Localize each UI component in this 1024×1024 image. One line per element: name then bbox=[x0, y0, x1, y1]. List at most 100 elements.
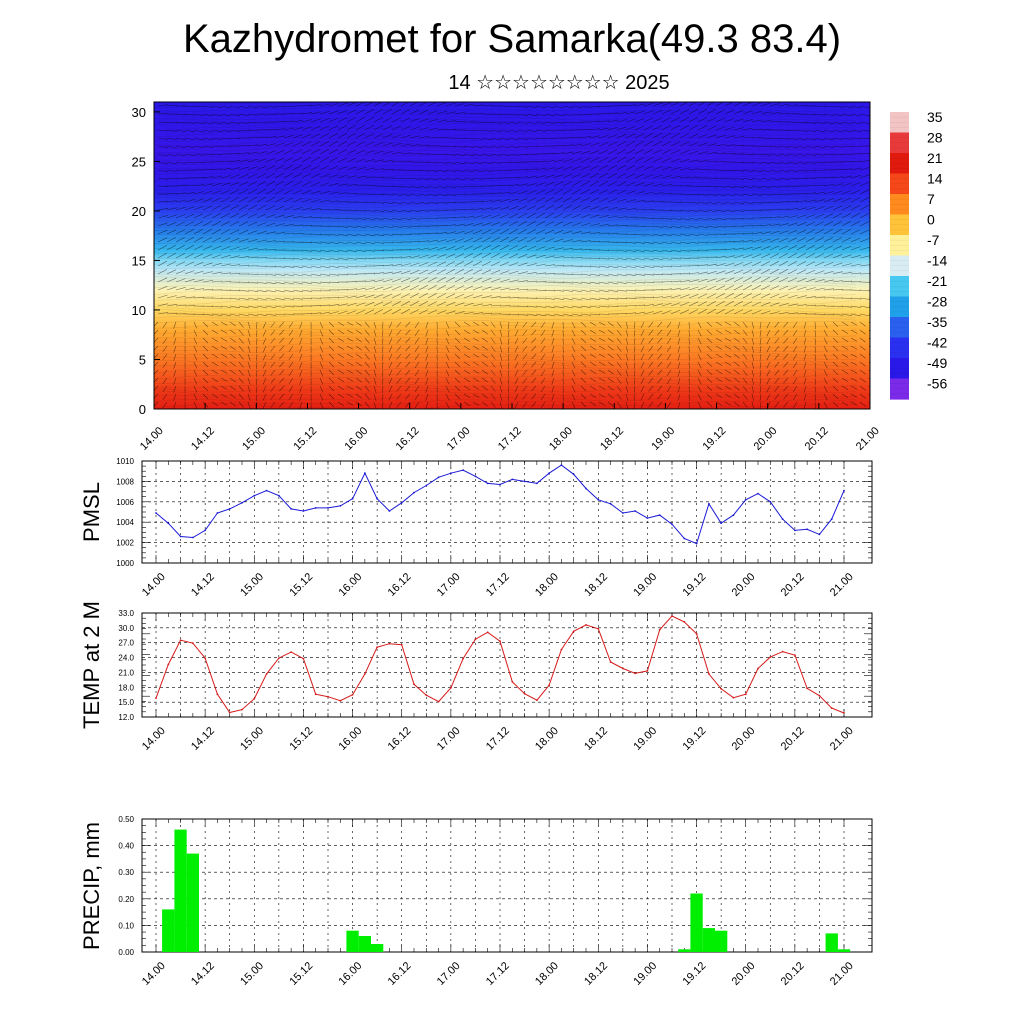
temperature-field bbox=[154, 102, 870, 409]
precip-bar bbox=[186, 853, 199, 952]
data-point bbox=[744, 498, 747, 501]
y-tick-label: 18.0 bbox=[118, 683, 134, 692]
x-tick-label: 17.12 bbox=[484, 571, 512, 599]
y-tick-label: 15.0 bbox=[118, 698, 134, 707]
x-tick-label: 16.00 bbox=[342, 425, 370, 453]
data-point bbox=[462, 469, 464, 472]
data-point bbox=[228, 508, 231, 510]
data-point bbox=[388, 642, 391, 645]
data-point bbox=[781, 650, 784, 653]
data-point bbox=[671, 523, 673, 526]
colorbar-label: 21 bbox=[927, 150, 943, 166]
data-point bbox=[376, 497, 378, 500]
y-tick-label: 0.40 bbox=[118, 842, 134, 851]
x-tick-label: 14.12 bbox=[189, 425, 217, 453]
data-point bbox=[437, 476, 440, 479]
y-tick-label: 0.00 bbox=[118, 948, 134, 957]
data-point bbox=[265, 489, 268, 492]
colorbar-label: 0 bbox=[927, 212, 935, 228]
data-point bbox=[413, 491, 415, 494]
precip-bar bbox=[825, 933, 838, 952]
colorbar-swatch bbox=[890, 235, 909, 257]
x-tick-label: 18.00 bbox=[547, 425, 575, 453]
data-point bbox=[658, 514, 661, 516]
data-point bbox=[523, 692, 526, 695]
data-point bbox=[376, 646, 378, 649]
data-point bbox=[548, 472, 550, 475]
data-point bbox=[155, 697, 157, 700]
wind-barbs bbox=[154, 102, 870, 409]
data-point bbox=[806, 528, 808, 531]
data-point bbox=[634, 510, 636, 512]
data-point bbox=[351, 497, 354, 500]
data-point bbox=[609, 502, 612, 505]
y-tick-label: 1008 bbox=[116, 477, 134, 486]
data-point bbox=[818, 694, 821, 697]
data-point bbox=[450, 686, 452, 689]
data-point bbox=[511, 478, 514, 481]
date-month: ☆☆☆☆☆☆☆☆ bbox=[476, 72, 620, 94]
contour-lines bbox=[154, 102, 857, 409]
data-point bbox=[548, 684, 550, 687]
data-point bbox=[708, 502, 710, 505]
x-tick-label: 17.00 bbox=[435, 725, 463, 753]
precip-bar bbox=[837, 949, 851, 952]
data-point bbox=[781, 518, 784, 520]
colorbar-swatch bbox=[890, 112, 909, 134]
colorbar-label: -21 bbox=[927, 273, 947, 289]
x-tick-label: 21.00 bbox=[828, 571, 856, 599]
data-point bbox=[597, 498, 600, 501]
x-tick-label: 15.12 bbox=[287, 571, 315, 599]
x-tick-label: 20.00 bbox=[730, 960, 758, 988]
x-tick-label: 20.12 bbox=[779, 571, 807, 599]
colorbar-label: -7 bbox=[927, 232, 940, 248]
data-point bbox=[843, 489, 845, 492]
temp-panel: 12.0 15.0 18.0 21.0 24.0 27.0 30.0 33.0 14.00 14.… bbox=[79, 601, 873, 753]
date-day: 14 bbox=[448, 72, 471, 94]
data-point bbox=[388, 510, 391, 512]
x-tick-label: 14.12 bbox=[189, 571, 217, 599]
data-point bbox=[818, 533, 821, 536]
plot-frame bbox=[141, 460, 873, 564]
x-tick-label: 19.00 bbox=[631, 960, 659, 988]
data-point bbox=[720, 522, 722, 525]
data-point bbox=[302, 510, 305, 512]
y-tick-label: 10 bbox=[132, 303, 146, 318]
precip-bar bbox=[678, 949, 691, 952]
data-point bbox=[511, 680, 514, 683]
x-tick-label: 16.00 bbox=[336, 571, 364, 599]
data-point bbox=[830, 518, 833, 520]
data-point bbox=[192, 642, 194, 645]
x-tick-label: 16.12 bbox=[386, 960, 414, 988]
x-tick-label: 15.00 bbox=[240, 425, 268, 453]
data-point bbox=[204, 529, 207, 532]
data-point bbox=[572, 473, 575, 476]
data-point bbox=[646, 670, 649, 672]
data-point bbox=[499, 640, 501, 643]
colorbar-swatch bbox=[890, 153, 909, 175]
data-point bbox=[622, 667, 624, 670]
data-point bbox=[658, 628, 661, 631]
data-point bbox=[757, 492, 759, 495]
x-tick-label: 17.00 bbox=[435, 571, 463, 599]
x-tick-label: 19.00 bbox=[631, 571, 659, 599]
y-tick-label: 1004 bbox=[116, 518, 134, 527]
y-tick-label: 1010 bbox=[116, 457, 134, 466]
data-point bbox=[400, 501, 403, 504]
data-point bbox=[179, 639, 182, 642]
data-point bbox=[253, 697, 256, 700]
data-point bbox=[302, 657, 305, 660]
y-tick-label: 30.0 bbox=[118, 624, 134, 633]
colorbar-label: -42 bbox=[927, 335, 947, 351]
x-tick-label: 17.00 bbox=[445, 425, 473, 453]
data-point bbox=[425, 694, 428, 697]
x-tick-label: 20.00 bbox=[730, 725, 758, 753]
data-point bbox=[400, 643, 403, 646]
data-point bbox=[179, 535, 182, 538]
data-point bbox=[228, 711, 231, 714]
x-tick-label: 19.12 bbox=[700, 425, 728, 453]
precip-bar bbox=[371, 944, 384, 952]
data-point bbox=[216, 512, 219, 514]
data-point bbox=[253, 494, 256, 497]
y-tick-label: 0.30 bbox=[118, 868, 134, 877]
